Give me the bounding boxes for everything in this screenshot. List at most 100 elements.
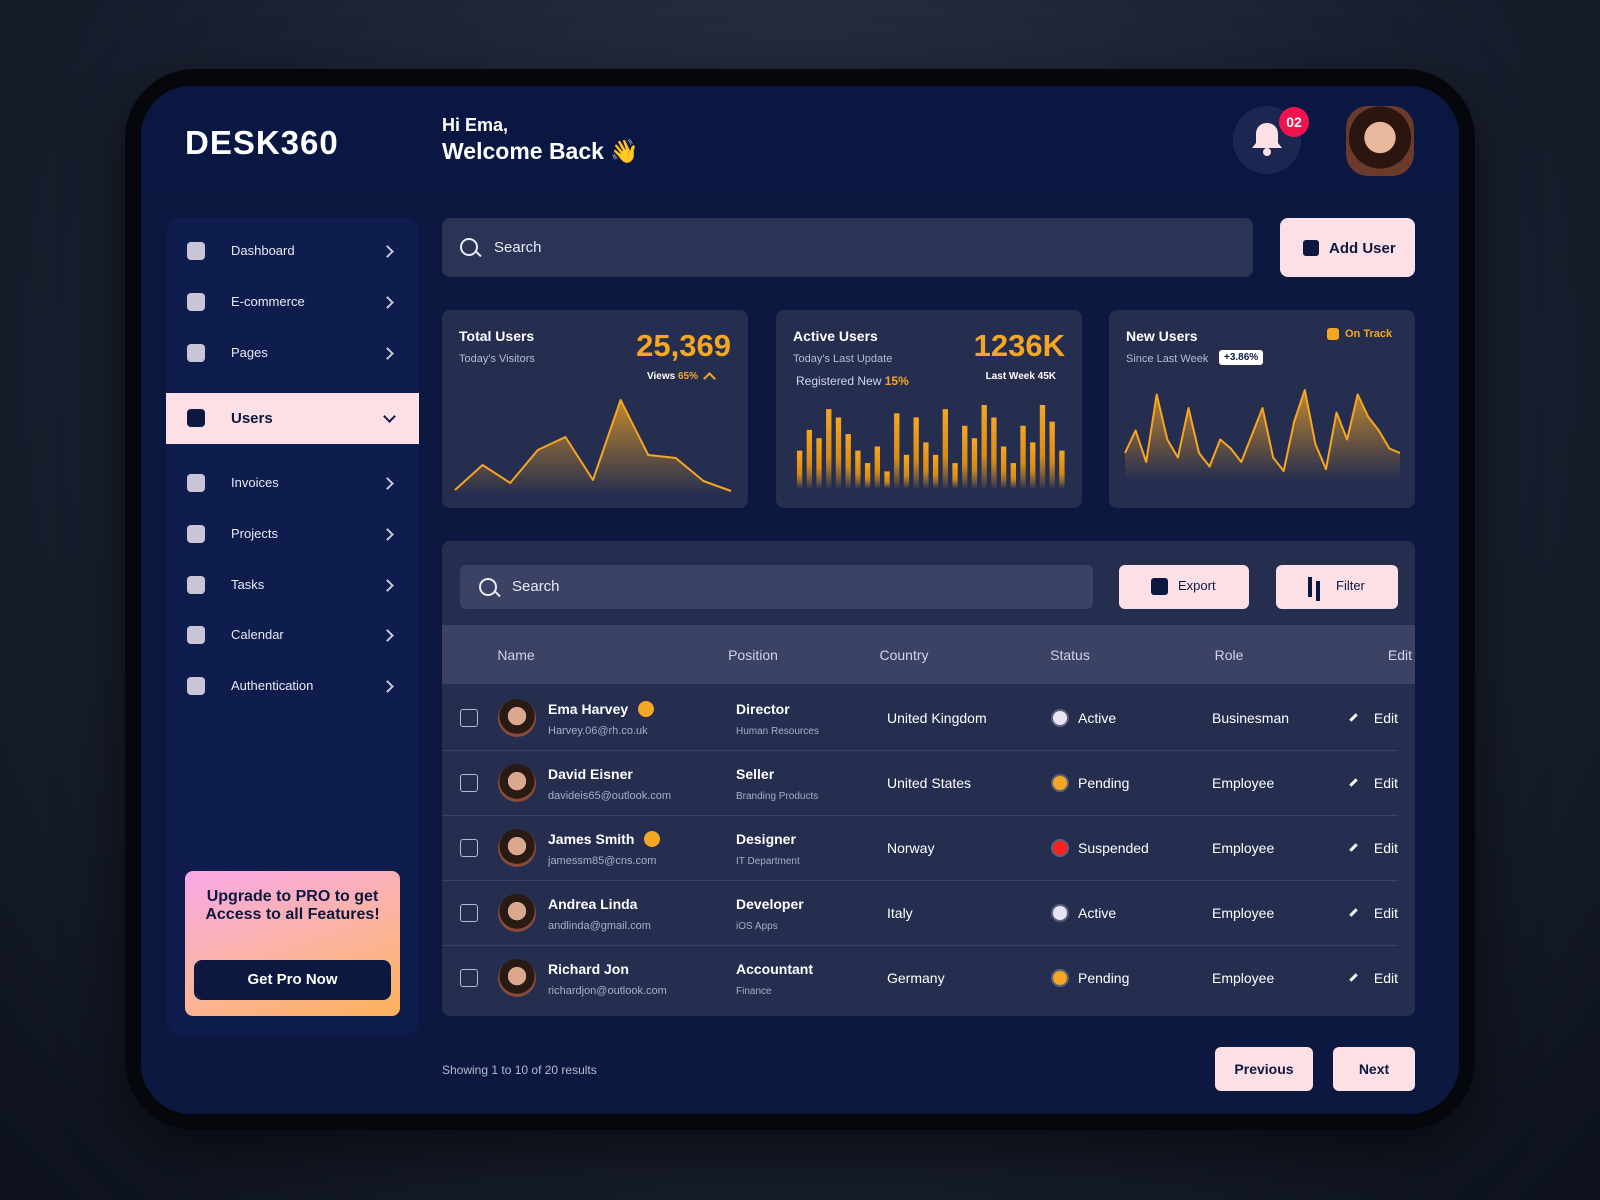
row-checkbox[interactable] bbox=[460, 839, 478, 857]
search-icon bbox=[479, 578, 497, 596]
menu-icon bbox=[187, 677, 205, 695]
table-header bbox=[442, 625, 1415, 684]
sparkline-chart bbox=[796, 405, 1065, 488]
verified-badge bbox=[644, 831, 661, 847]
user-role: Employee bbox=[1212, 970, 1275, 986]
user-name: James Smith bbox=[548, 831, 635, 847]
menu-item[interactable]: Dashboard bbox=[231, 243, 295, 258]
menu-icon bbox=[187, 626, 205, 644]
column-header: Name bbox=[497, 647, 535, 663]
name-row: Andrea Linda bbox=[548, 896, 637, 912]
user-department: IT Department bbox=[736, 856, 800, 867]
export-icon bbox=[1151, 578, 1168, 595]
menu-item[interactable]: Users bbox=[231, 410, 273, 427]
user-country: United Kingdom bbox=[887, 710, 987, 726]
user-position: Seller bbox=[736, 766, 775, 782]
sparkline bbox=[1124, 389, 1401, 472]
filter-label: Filter bbox=[1336, 578, 1365, 593]
menu-item[interactable]: Projects bbox=[231, 526, 278, 541]
bell-icon bbox=[1252, 123, 1282, 156]
row-checkbox[interactable] bbox=[460, 709, 478, 727]
edit-link[interactable]: Edit bbox=[1373, 905, 1398, 921]
user-email: richardjon@outlook.com bbox=[548, 985, 667, 997]
bar bbox=[932, 454, 939, 488]
bar bbox=[1030, 442, 1036, 488]
bar bbox=[845, 434, 851, 488]
user-role: Employee bbox=[1212, 840, 1275, 856]
on-track-check bbox=[1327, 328, 1339, 340]
row-checkbox[interactable] bbox=[460, 774, 478, 792]
row-checkbox[interactable] bbox=[460, 969, 478, 987]
welcome: Welcome Back 👋 bbox=[442, 138, 639, 164]
status-dot bbox=[1053, 906, 1067, 920]
table-search[interactable] bbox=[460, 565, 1093, 609]
previous-button[interactable]: Previous bbox=[1215, 1047, 1313, 1091]
user-status: Pending bbox=[1078, 775, 1130, 791]
user-avatar bbox=[498, 829, 536, 867]
profile-avatar[interactable] bbox=[1346, 106, 1414, 176]
add-user-label: Add User bbox=[1329, 240, 1396, 257]
bar bbox=[1020, 425, 1026, 488]
menu-item[interactable]: Calendar bbox=[231, 627, 284, 642]
views-row: Views 65% bbox=[647, 371, 698, 382]
edit-link[interactable]: Edit bbox=[1373, 970, 1398, 986]
row-divider bbox=[442, 815, 1398, 816]
bar bbox=[855, 450, 861, 488]
row-checkbox[interactable] bbox=[460, 904, 478, 922]
user-email: Harvey.06@rh.co.uk bbox=[548, 725, 648, 737]
user-position: Accountant bbox=[736, 961, 813, 977]
user-status: Suspended bbox=[1078, 840, 1149, 856]
menu-active-bg bbox=[166, 393, 419, 444]
menu-item[interactable]: Pages bbox=[231, 345, 268, 360]
name-row: James Smith bbox=[548, 831, 661, 847]
menu-icon bbox=[187, 242, 205, 260]
greeting: Hi Ema, bbox=[442, 115, 509, 135]
promo-button[interactable]: Get Pro Now bbox=[194, 960, 391, 1000]
card-title: Active Users bbox=[793, 328, 878, 344]
user-name: Ema Harvey bbox=[548, 701, 629, 717]
bar bbox=[991, 417, 997, 488]
user-department: Human Resources bbox=[736, 726, 819, 737]
user-avatar bbox=[498, 894, 536, 932]
table-panel bbox=[442, 541, 1415, 1016]
sparkline bbox=[454, 399, 732, 492]
bar bbox=[913, 417, 919, 488]
bar bbox=[952, 463, 958, 488]
search-bar[interactable] bbox=[442, 218, 1253, 277]
menu-item[interactable]: Invoices bbox=[231, 475, 279, 490]
bar bbox=[835, 417, 842, 488]
menu-item[interactable]: Authentication bbox=[231, 678, 314, 693]
card-value: 25,369 bbox=[636, 328, 731, 363]
user-status: Active bbox=[1078, 710, 1117, 726]
user-department: iOS Apps bbox=[736, 921, 778, 932]
user-position: Designer bbox=[736, 831, 796, 847]
edit-link[interactable]: Edit bbox=[1373, 840, 1398, 856]
filter-button[interactable] bbox=[1276, 565, 1398, 609]
column-header: Status bbox=[1050, 647, 1090, 663]
row-divider bbox=[442, 880, 1398, 881]
menu-icon bbox=[187, 474, 205, 492]
table-search-placeholder: Search bbox=[512, 578, 560, 595]
menu-item[interactable]: E-commerce bbox=[231, 294, 305, 309]
bar bbox=[1000, 446, 1007, 488]
sparkline-area bbox=[455, 400, 731, 495]
filter-icon bbox=[1308, 577, 1312, 597]
user-country: United States bbox=[887, 775, 972, 791]
menu-icon bbox=[187, 409, 205, 427]
bar bbox=[981, 405, 987, 488]
edit-link[interactable]: Edit bbox=[1373, 710, 1398, 726]
card-subtitle: Today's Last Update bbox=[793, 353, 893, 365]
bar bbox=[1059, 450, 1065, 488]
edit-link[interactable]: Edit bbox=[1373, 775, 1398, 791]
verified-badge bbox=[638, 701, 655, 717]
menu-item[interactable]: Tasks bbox=[231, 577, 265, 592]
bar bbox=[1039, 405, 1046, 488]
user-avatar bbox=[498, 699, 536, 737]
sparkline-area bbox=[1125, 390, 1400, 480]
menu-icon bbox=[187, 344, 205, 362]
status-dot bbox=[1053, 841, 1067, 855]
export-button[interactable] bbox=[1119, 565, 1249, 609]
add-user-button[interactable] bbox=[1280, 218, 1415, 277]
next-button[interactable]: Next bbox=[1333, 1047, 1415, 1091]
